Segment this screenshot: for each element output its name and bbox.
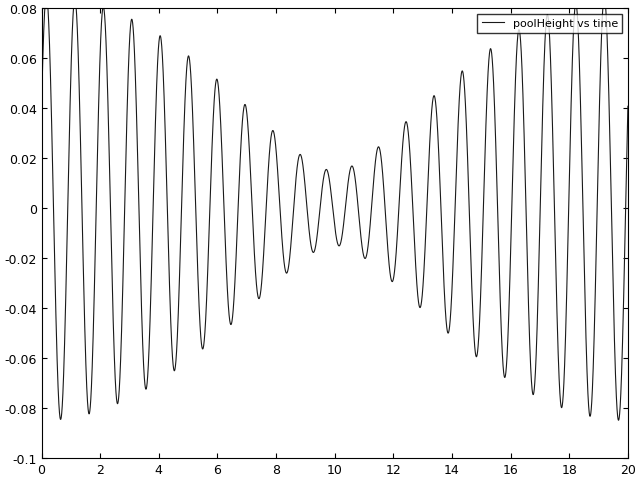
Legend: poolHeight vs time: poolHeight vs time bbox=[477, 15, 622, 34]
poolHeight vs time bbox=[40, 19, 48, 24]
poolHeight vs time bbox=[62, 290, 70, 296]
poolHeight vs time bbox=[624, 104, 632, 110]
poolHeight vs time bbox=[614, 418, 622, 423]
Line: poolHeight vs time: poolHeight vs time bbox=[42, 0, 628, 420]
poolHeight vs time bbox=[38, 104, 45, 110]
poolHeight vs time bbox=[73, 13, 81, 19]
poolHeight vs time bbox=[153, 86, 161, 92]
poolHeight vs time bbox=[324, 171, 332, 177]
poolHeight vs time bbox=[593, 218, 601, 224]
